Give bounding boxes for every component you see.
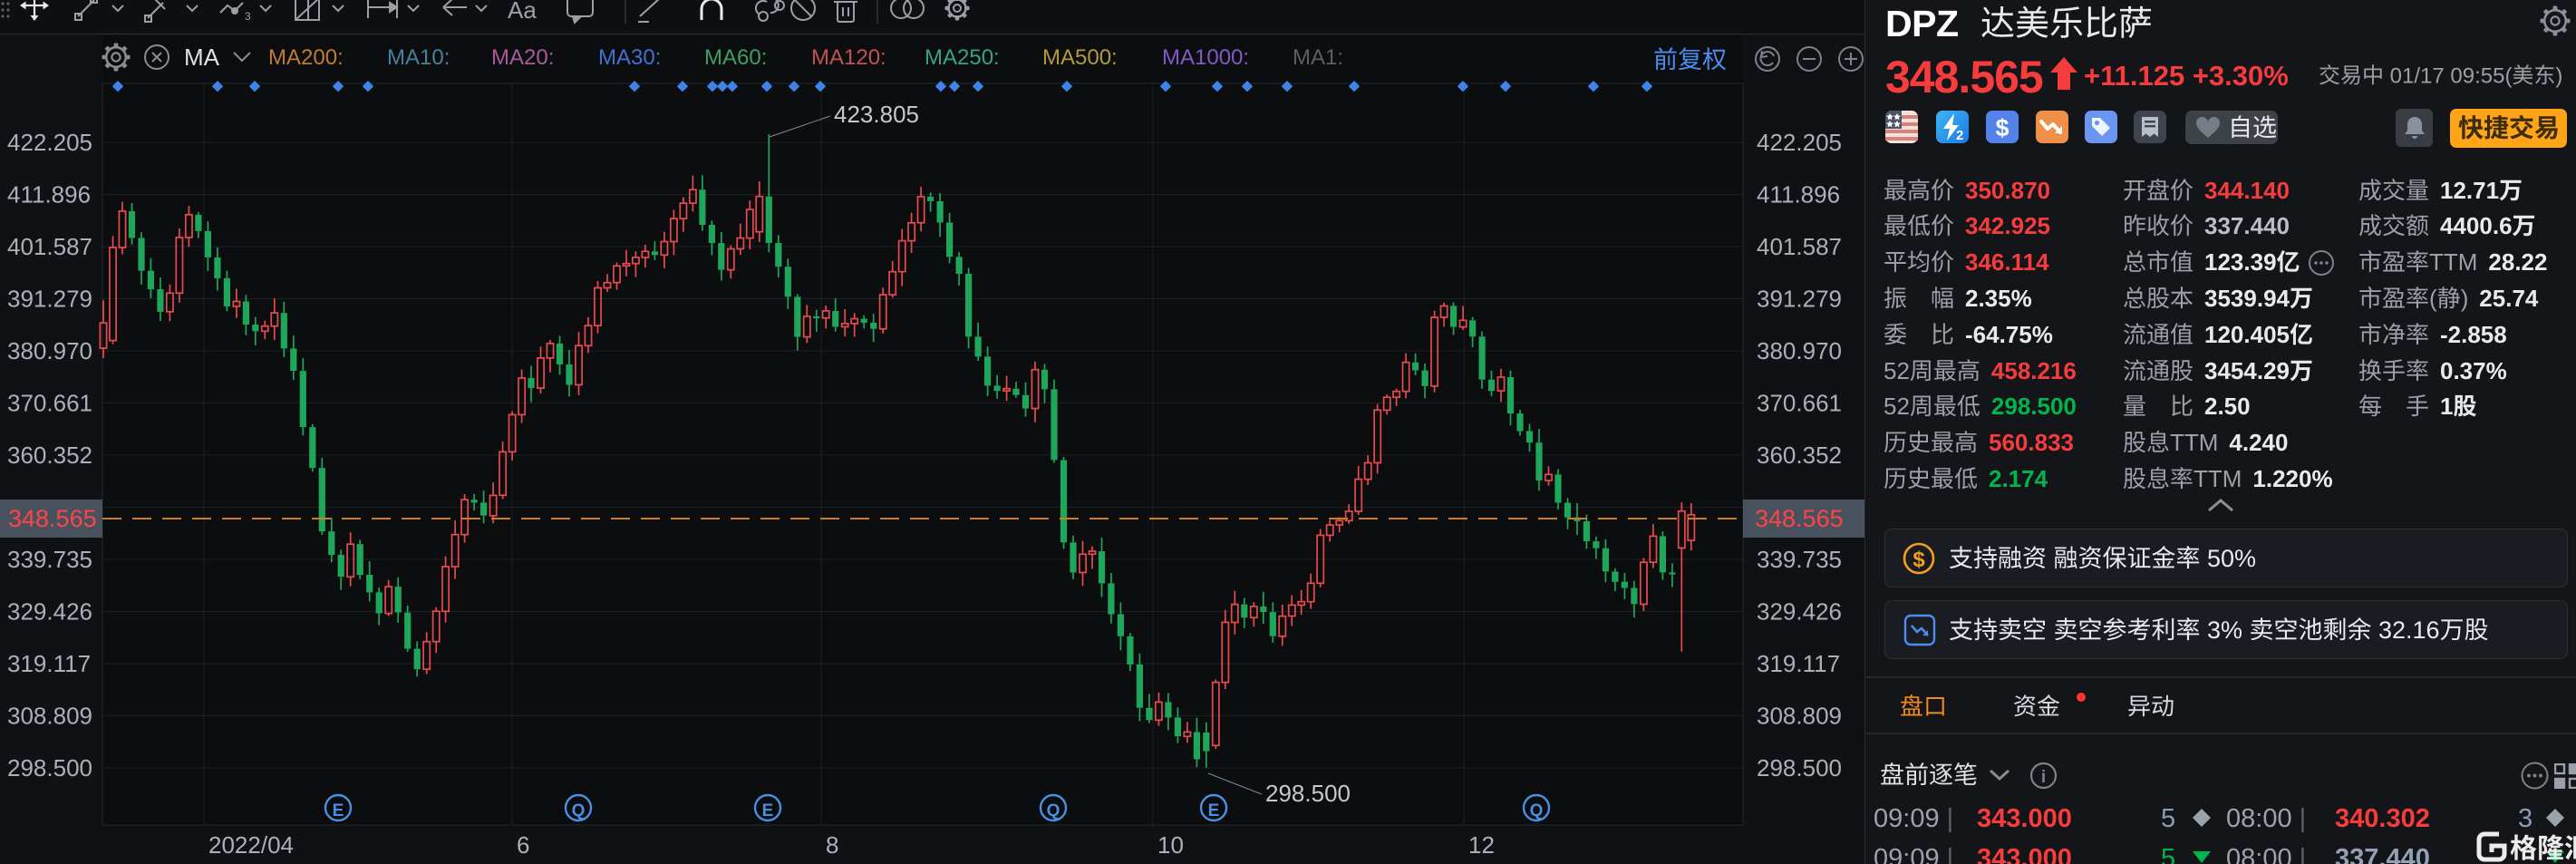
svg-text:360.352: 360.352: [7, 442, 92, 469]
svg-text:MA60:: MA60:: [704, 45, 767, 70]
svg-text:380.970: 380.970: [1757, 337, 1842, 364]
svg-text:350.870: 350.870: [1965, 178, 2050, 204]
svg-text:E: E: [762, 801, 774, 820]
svg-text:MA1000:: MA1000:: [1162, 45, 1249, 70]
svg-text:$: $: [1995, 114, 2009, 141]
svg-text:MA1:: MA1:: [1293, 45, 1343, 70]
svg-text:1.220%: 1.220%: [2252, 466, 2332, 492]
svg-text:52: 52: [1884, 358, 1910, 384]
svg-text:391.279: 391.279: [1757, 286, 1842, 313]
svg-text:370.661: 370.661: [7, 390, 92, 417]
svg-text:342.925: 342.925: [1965, 213, 2050, 239]
svg-text:458.216: 458.216: [1991, 358, 2077, 384]
svg-text:298.500: 298.500: [1991, 393, 2077, 420]
svg-text:422.205: 422.205: [7, 129, 92, 156]
svg-text:391.279: 391.279: [7, 286, 92, 313]
svg-text:1: 1: [2440, 393, 2453, 420]
svg-text:380.970: 380.970: [7, 337, 92, 364]
svg-text:337.440: 337.440: [2204, 213, 2290, 239]
svg-text:50%: 50%: [2201, 545, 2257, 572]
svg-text:308.809: 308.809: [1757, 703, 1842, 730]
svg-text:422.205: 422.205: [1757, 129, 1842, 156]
svg-text:2.50: 2.50: [2204, 393, 2251, 420]
svg-text:2.174: 2.174: [1989, 466, 2048, 492]
svg-text:TTM: TTM: [2193, 466, 2242, 492]
svg-text:411.896: 411.896: [7, 181, 91, 209]
svg-text:308.809: 308.809: [7, 703, 92, 730]
svg-text:298.500: 298.500: [1757, 754, 1842, 781]
svg-text:401.587: 401.587: [7, 233, 92, 260]
svg-text:12: 12: [1468, 831, 1495, 859]
svg-text:2: 2: [1956, 128, 1963, 143]
svg-text:25.74: 25.74: [2479, 286, 2539, 312]
svg-text:MA20:: MA20:: [491, 45, 554, 70]
svg-text:123.39: 123.39: [2204, 249, 2277, 276]
svg-text:319.117: 319.117: [1757, 650, 1840, 677]
svg-text:MA10:: MA10:: [387, 45, 450, 70]
svg-text:401.587: 401.587: [1757, 233, 1842, 260]
svg-text:3539.94: 3539.94: [2204, 286, 2290, 312]
svg-text:): ): [2461, 286, 2469, 312]
svg-text:MA30:: MA30:: [598, 45, 661, 70]
svg-text:E: E: [1208, 801, 1220, 820]
svg-text:2.35%: 2.35%: [1965, 286, 2032, 312]
svg-text:Q: Q: [572, 801, 586, 820]
svg-text:$: $: [1913, 548, 1925, 572]
svg-text:TTM: TTM: [2170, 430, 2218, 456]
svg-text:329.426: 329.426: [1757, 598, 1842, 626]
svg-text:339.735: 339.735: [1757, 546, 1842, 573]
svg-text:3454.29: 3454.29: [2204, 358, 2290, 384]
svg-text:4.240: 4.240: [2229, 430, 2288, 456]
svg-text:MA120:: MA120:: [811, 45, 886, 70]
svg-text:120.405: 120.405: [2204, 322, 2290, 348]
svg-text:346.114: 346.114: [1965, 249, 2049, 276]
svg-text:52: 52: [1884, 393, 1910, 420]
svg-text:319.117: 319.117: [7, 650, 91, 677]
svg-text:MA250:: MA250:: [925, 45, 1000, 70]
svg-text:MA: MA: [184, 44, 220, 71]
svg-text:298.500: 298.500: [7, 754, 92, 781]
svg-text:Q: Q: [1530, 801, 1544, 820]
svg-text:0.37%: 0.37%: [2440, 358, 2507, 384]
svg-text:4400.6: 4400.6: [2440, 213, 2513, 239]
svg-text:12.71: 12.71: [2440, 178, 2499, 204]
svg-text:298.500: 298.500: [1265, 780, 1351, 807]
svg-text:Q: Q: [1047, 801, 1060, 820]
svg-text:423.805: 423.805: [834, 101, 919, 128]
svg-text:3: 3: [245, 10, 251, 23]
svg-text:Aa: Aa: [508, 0, 537, 24]
svg-text:6: 6: [517, 831, 529, 859]
svg-text:i: i: [2041, 768, 2046, 787]
svg-text:(: (: [2429, 286, 2437, 312]
svg-text:339.735: 339.735: [7, 546, 92, 573]
svg-text:329.426: 329.426: [7, 598, 92, 626]
svg-text:MA200:: MA200:: [268, 45, 344, 70]
svg-text:2022/04: 2022/04: [208, 831, 294, 859]
svg-text:344.140: 344.140: [2204, 178, 2290, 204]
svg-text:348.565: 348.565: [8, 505, 97, 532]
svg-text:28.22: 28.22: [2488, 249, 2547, 276]
svg-text:E: E: [333, 801, 344, 820]
svg-text:10: 10: [1157, 831, 1184, 859]
svg-text:560.833: 560.833: [1989, 430, 2074, 456]
svg-text:-2.858: -2.858: [2440, 322, 2507, 348]
svg-text:348.565: 348.565: [1755, 505, 1844, 532]
svg-text:411.896: 411.896: [1757, 181, 1840, 209]
svg-text:): ): [2555, 63, 2562, 88]
svg-text:370.661: 370.661: [1757, 390, 1842, 417]
svg-text:MA500:: MA500:: [1042, 45, 1118, 70]
svg-text:-64.75%: -64.75%: [1965, 322, 2053, 348]
svg-text:360.352: 360.352: [1757, 442, 1842, 469]
svg-text:3%: 3%: [2201, 616, 2250, 644]
svg-text:8: 8: [826, 831, 838, 859]
svg-text:32.16: 32.16: [2372, 616, 2440, 644]
svg-text:TTM: TTM: [2429, 249, 2477, 276]
svg-text:01/17 09:55(: 01/17 09:55(: [2384, 63, 2512, 88]
